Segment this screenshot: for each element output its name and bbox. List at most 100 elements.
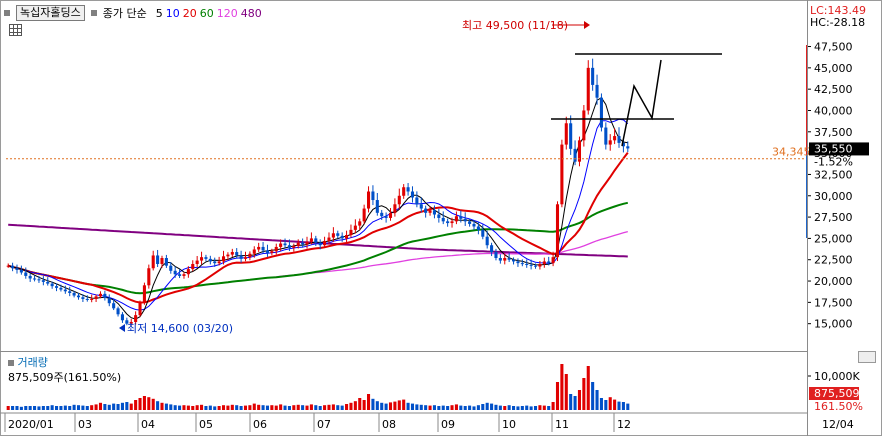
volume-bar bbox=[252, 403, 256, 410]
candle-body bbox=[397, 195, 401, 205]
volume-bar bbox=[485, 402, 489, 410]
volume-bar bbox=[37, 406, 41, 410]
candle-body bbox=[213, 261, 217, 264]
candle-body bbox=[274, 246, 278, 252]
candle-body bbox=[186, 269, 190, 275]
volume-bar bbox=[76, 405, 81, 410]
volume-bar bbox=[182, 405, 186, 410]
candle-body bbox=[415, 197, 419, 205]
x-tick-label: 06 bbox=[253, 418, 267, 431]
volume-bar bbox=[599, 398, 603, 410]
candle-body bbox=[446, 221, 450, 224]
candle-body bbox=[362, 208, 366, 222]
chart-menu-icon[interactable] bbox=[4, 10, 10, 16]
table-grid-icon[interactable] bbox=[9, 24, 22, 36]
volume-bar bbox=[547, 406, 551, 410]
candle-body bbox=[454, 216, 458, 222]
volume-bar bbox=[542, 405, 546, 410]
ma-10-line bbox=[8, 118, 629, 311]
stock-name-button[interactable]: 녹십자홀딩스 bbox=[16, 5, 85, 21]
volume-bar bbox=[120, 402, 124, 410]
volume-bar bbox=[94, 404, 98, 410]
candle-body bbox=[50, 283, 54, 287]
x-tick-label: 08 bbox=[382, 418, 396, 431]
candle-body bbox=[287, 245, 291, 248]
y-tick-label: 22,500 bbox=[814, 254, 853, 267]
candle-body bbox=[525, 263, 529, 265]
candle-body bbox=[24, 272, 28, 276]
y-tick-label: 37,500 bbox=[814, 126, 853, 139]
volume-bar bbox=[68, 406, 72, 410]
volume-bar bbox=[371, 398, 375, 410]
candle-body bbox=[217, 261, 221, 264]
candle-body bbox=[134, 315, 138, 322]
volume-bar bbox=[533, 406, 538, 410]
candle-body bbox=[424, 208, 428, 213]
candle-body bbox=[169, 265, 173, 271]
hc-readout: HC:-28.18 bbox=[810, 16, 866, 29]
candle-body bbox=[120, 314, 124, 321]
candle-body bbox=[243, 257, 248, 259]
chart-kind-label[interactable]: 종가 단순 bbox=[102, 7, 147, 20]
volume-bar bbox=[437, 406, 441, 410]
ma-10-label[interactable]: 10 bbox=[165, 6, 180, 20]
y-tick-label: 15,000 bbox=[814, 318, 853, 331]
candle-body bbox=[301, 242, 305, 245]
candle-body bbox=[353, 225, 357, 230]
candle-body bbox=[160, 258, 164, 264]
volume-bar bbox=[375, 401, 379, 410]
ma-60-label[interactable]: 60 bbox=[199, 6, 214, 20]
volume-bar bbox=[481, 404, 485, 410]
candle-body bbox=[76, 295, 81, 298]
volume-bar bbox=[507, 405, 511, 410]
candle-body bbox=[366, 191, 371, 209]
volume-bar bbox=[410, 403, 415, 410]
ma-20-label[interactable]: 20 bbox=[182, 6, 197, 20]
volume-bar bbox=[573, 396, 577, 410]
candle-body bbox=[81, 297, 85, 299]
volume-bar bbox=[138, 398, 142, 410]
volume-bar bbox=[107, 404, 111, 410]
volume-bar bbox=[415, 404, 419, 410]
volume-bar bbox=[213, 406, 217, 410]
volume-bar bbox=[595, 390, 599, 410]
ma-5-label[interactable]: 5 bbox=[155, 6, 163, 20]
candle-body bbox=[419, 204, 423, 209]
candle-body bbox=[63, 289, 67, 292]
candle-body bbox=[494, 252, 498, 259]
candle-body bbox=[582, 110, 586, 141]
candle-body bbox=[6, 265, 10, 267]
volume-bar bbox=[292, 405, 296, 410]
volume-bar bbox=[186, 405, 190, 410]
volume-bar bbox=[582, 378, 586, 410]
candle-body bbox=[248, 253, 252, 258]
volume-bar bbox=[287, 406, 291, 410]
volume-bar bbox=[551, 402, 555, 410]
candle-body bbox=[388, 212, 393, 218]
low-arrow-head bbox=[119, 324, 125, 332]
volume-bar bbox=[85, 406, 89, 410]
current-price-box bbox=[809, 142, 869, 156]
x-tick-label: 12 bbox=[617, 418, 631, 431]
stock-menu-icon[interactable] bbox=[90, 10, 97, 16]
volume-bar bbox=[11, 406, 15, 410]
volume-bar bbox=[200, 404, 204, 410]
volume-menu-icon[interactable] bbox=[8, 360, 14, 366]
ma-120-label[interactable]: 120 bbox=[216, 6, 238, 20]
candle-body bbox=[402, 187, 406, 196]
candle-body bbox=[551, 257, 555, 264]
candle-body bbox=[331, 233, 335, 238]
y-tick-label: 40,000 bbox=[814, 104, 853, 117]
volume-bar bbox=[279, 404, 283, 410]
volume-bar bbox=[520, 406, 524, 410]
ma-480-label[interactable]: 480 bbox=[240, 6, 262, 20]
ma-480-line bbox=[8, 223, 628, 258]
candle-body bbox=[547, 261, 551, 264]
panel-resize-handle[interactable] bbox=[858, 351, 876, 363]
candle-body bbox=[235, 252, 239, 256]
candle-body bbox=[626, 146, 630, 149]
x-tick-label: 11 bbox=[555, 418, 569, 431]
volume-bar bbox=[81, 405, 85, 410]
volume-bar bbox=[33, 406, 37, 410]
